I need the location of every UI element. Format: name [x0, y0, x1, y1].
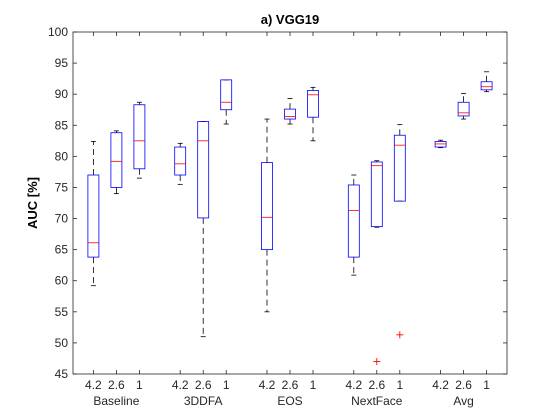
box-rect: [220, 79, 233, 111]
box-rect: [87, 174, 100, 258]
y-axis: 45 50 55 60 65 70 75 80 85 90 95 100: [48, 25, 507, 381]
x-tick-label: 4.2: [85, 378, 102, 392]
box: [87, 141, 100, 287]
x-tick-label: 2.6: [368, 378, 385, 392]
x-tick-label: 4.2: [259, 378, 276, 392]
box-rect: [174, 146, 187, 176]
y-tick-label: 70: [55, 212, 69, 226]
box-rect: [261, 162, 273, 251]
plot-area: [72, 31, 508, 375]
group-label: Baseline: [93, 394, 139, 408]
box-rect: [480, 81, 493, 91]
x-tick-label: 4.2: [345, 378, 362, 392]
y-tick-label: 75: [55, 180, 69, 194]
box: [307, 86, 319, 142]
box-rect: [347, 184, 360, 258]
x-tick-label: 1: [310, 378, 317, 392]
y-tick-label: 95: [55, 56, 69, 70]
box-group-3ddfa: [174, 79, 233, 338]
y-tick-label: 65: [55, 243, 69, 257]
box-group-baseline: [87, 101, 146, 287]
outlier-marker: [373, 358, 381, 366]
box: [220, 79, 233, 125]
x-tick-label: 2.6: [195, 378, 212, 392]
group-label: Avg: [453, 394, 473, 408]
box-rect: [370, 161, 383, 228]
box: [347, 174, 360, 276]
box: [197, 121, 210, 338]
x-tick-label: 2.6: [282, 378, 299, 392]
box: [480, 71, 493, 93]
box: [370, 160, 383, 366]
box-rect: [393, 134, 406, 202]
box: [110, 130, 123, 195]
x-tick-label: 2.6: [108, 378, 125, 392]
group-label: EOS: [277, 394, 302, 408]
x-tick-label: 4.2: [432, 378, 449, 392]
box-group-eos: [261, 86, 319, 313]
group-label: 3DDFA: [184, 394, 223, 408]
group-label: NextFace: [351, 394, 403, 408]
box: [284, 98, 296, 125]
box: [174, 142, 187, 185]
outlier-marker: [396, 331, 404, 339]
x-tick-label: 1: [483, 378, 490, 392]
y-tick-label: 55: [55, 305, 69, 319]
box-rect: [307, 90, 319, 118]
box-group-nextface: [347, 124, 406, 366]
y-tick-label: 60: [55, 274, 69, 288]
box: [434, 139, 447, 149]
y-tick-label: 50: [55, 336, 69, 350]
x-tick-label: 1: [136, 378, 143, 392]
box-group-avg: [434, 71, 493, 149]
box: [457, 93, 470, 120]
x-tick-label: 4.2: [172, 378, 189, 392]
y-tick-label: 85: [55, 118, 69, 132]
x-tick-label: 1: [396, 378, 403, 392]
boxes-layer: [87, 71, 493, 366]
y-tick-label: 90: [55, 87, 69, 101]
y-tick-label: 45: [55, 367, 69, 381]
box-rect: [110, 132, 123, 188]
chart-title: a) VGG19: [261, 12, 320, 27]
y-tick-label: 100: [48, 25, 68, 39]
box: [133, 101, 146, 179]
box: [393, 124, 406, 339]
box-rect: [284, 108, 296, 120]
x-tick-label: 2.6: [455, 378, 472, 392]
box-rect: [197, 121, 210, 219]
box: [261, 118, 273, 313]
x-tick-label: 1: [223, 378, 230, 392]
box-rect: [133, 104, 146, 170]
y-axis-label: AUC [%]: [25, 177, 40, 229]
box-rect: [457, 101, 470, 117]
y-tick-label: 80: [55, 149, 69, 163]
